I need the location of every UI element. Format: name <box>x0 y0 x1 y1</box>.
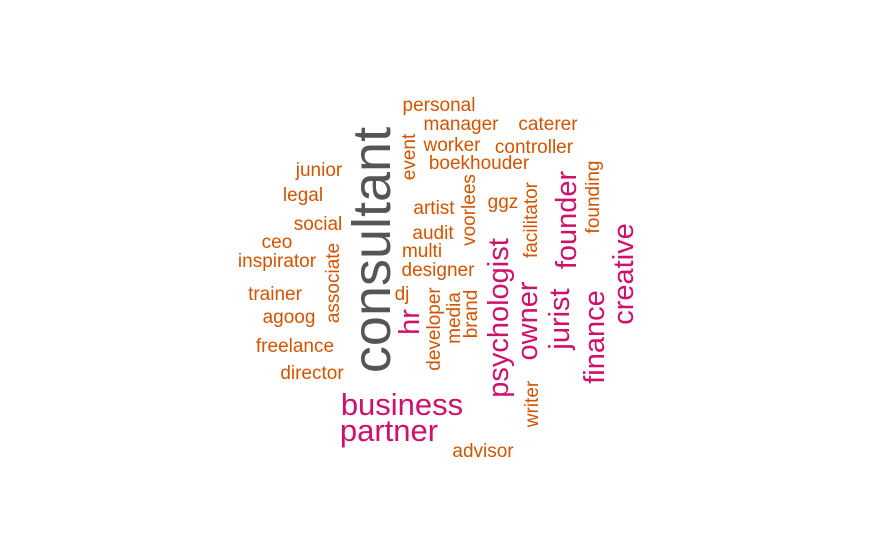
word-freelance: freelance <box>256 336 334 357</box>
word-partner: partner <box>340 413 438 448</box>
word-artist: artist <box>413 198 455 219</box>
word-designer: designer <box>402 260 476 281</box>
word-junior: junior <box>295 160 343 181</box>
word-hr: hr <box>394 309 426 335</box>
word-developer: developer <box>424 287 445 371</box>
word-finance: finance <box>579 290 611 384</box>
word-facilitator: facilitator <box>521 181 542 258</box>
word-boekhouder: boekhouder <box>429 153 530 174</box>
word-agoog: agoog <box>263 307 316 328</box>
word-creative: creative <box>608 223 640 325</box>
word-director: director <box>280 363 344 384</box>
word-legal: legal <box>283 185 323 206</box>
word-personal: personal <box>403 95 476 116</box>
word-brand: brand <box>461 290 482 339</box>
word-caterer: caterer <box>518 114 578 135</box>
word-event: event <box>399 133 420 180</box>
word-owner: owner <box>512 281 544 360</box>
word-media: media <box>444 292 465 344</box>
word-consultant: consultant <box>342 127 402 373</box>
word-founder: founder <box>551 170 583 269</box>
word-jurist: jurist <box>544 288 576 350</box>
word-worker: worker <box>422 135 481 156</box>
word-trainer: trainer <box>248 284 303 305</box>
word-psychologist: psychologist <box>483 238 515 398</box>
word-writer: writer <box>522 380 543 428</box>
word-inspirator: inspirator <box>238 251 317 272</box>
word-ceo: ceo <box>262 232 293 253</box>
word-advisor: advisor <box>452 441 514 462</box>
word-associate: associate <box>323 243 344 323</box>
word-audit: audit <box>412 223 454 244</box>
word-manager: manager <box>424 114 500 135</box>
word-multi: multi <box>402 241 442 262</box>
word-social: social <box>294 214 343 235</box>
word-ggz: ggz <box>488 192 519 213</box>
word-founding: founding <box>583 161 604 234</box>
word-controller: controller <box>495 137 574 158</box>
word-voorlees: voorlees <box>459 174 480 246</box>
word-business: business <box>341 387 463 422</box>
word-dj: dj <box>395 284 410 305</box>
